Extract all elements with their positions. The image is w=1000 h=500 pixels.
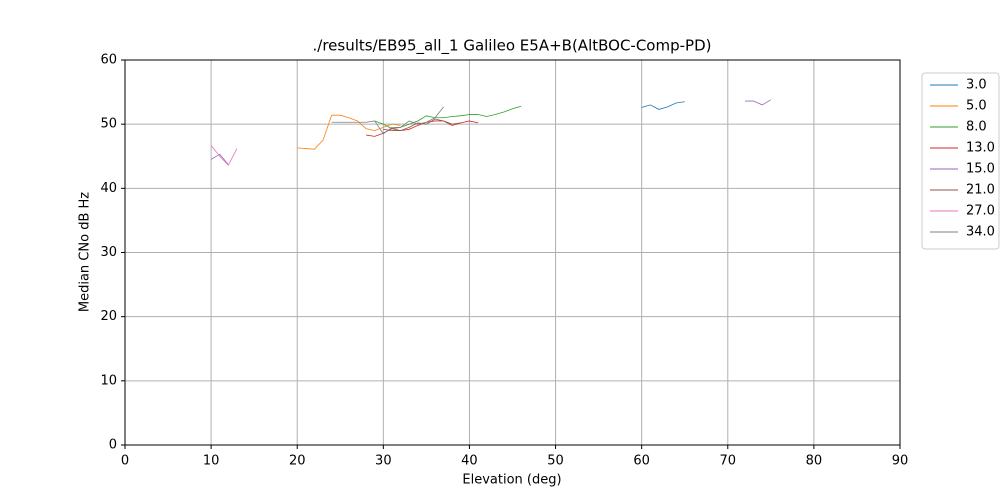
plot-frame — [124, 59, 901, 446]
x-tick-label: 90 — [892, 454, 909, 469]
series-line — [641, 101, 685, 110]
series-line — [210, 145, 238, 166]
legend-box — [921, 72, 1000, 250]
y-axis-label: Median CNo dB Hz — [78, 192, 93, 312]
y-tick-label: 30 — [100, 245, 117, 260]
series-line — [331, 106, 444, 135]
x-tick-label: 30 — [375, 454, 392, 469]
x-tick-label: 60 — [633, 454, 650, 469]
x-axis-label: Elevation (deg) — [462, 473, 561, 488]
x-tick-label: 0 — [121, 454, 129, 469]
legend-label: 34.0 — [966, 225, 995, 240]
x-tick-label: 50 — [547, 454, 564, 469]
legend-label: 8.0 — [966, 120, 987, 135]
legend-label: 27.0 — [966, 204, 995, 219]
x-tick-label: 10 — [203, 454, 220, 469]
legend-label: 5.0 — [966, 99, 987, 114]
y-tick-label: 10 — [100, 373, 117, 388]
y-tick-label: 0 — [109, 438, 117, 453]
chart-title: ./results/EB95_all_1 Galileo E5A+B(AltBO… — [313, 37, 712, 56]
legend-label: 3.0 — [966, 78, 987, 93]
series-line — [210, 99, 772, 165]
x-tick-label: 80 — [806, 454, 823, 469]
y-tick-label: 50 — [100, 117, 117, 132]
x-tick-label: 40 — [461, 454, 478, 469]
y-tick-label: 40 — [100, 181, 117, 196]
legend-label: 21.0 — [966, 183, 995, 198]
series-line — [297, 114, 401, 150]
legend-label: 15.0 — [966, 162, 995, 177]
y-tick-label: 60 — [100, 53, 117, 68]
y-tick-label: 20 — [100, 309, 117, 324]
x-tick-label: 20 — [289, 454, 306, 469]
x-tick-label: 70 — [720, 454, 737, 469]
legend-label: 13.0 — [966, 141, 995, 156]
